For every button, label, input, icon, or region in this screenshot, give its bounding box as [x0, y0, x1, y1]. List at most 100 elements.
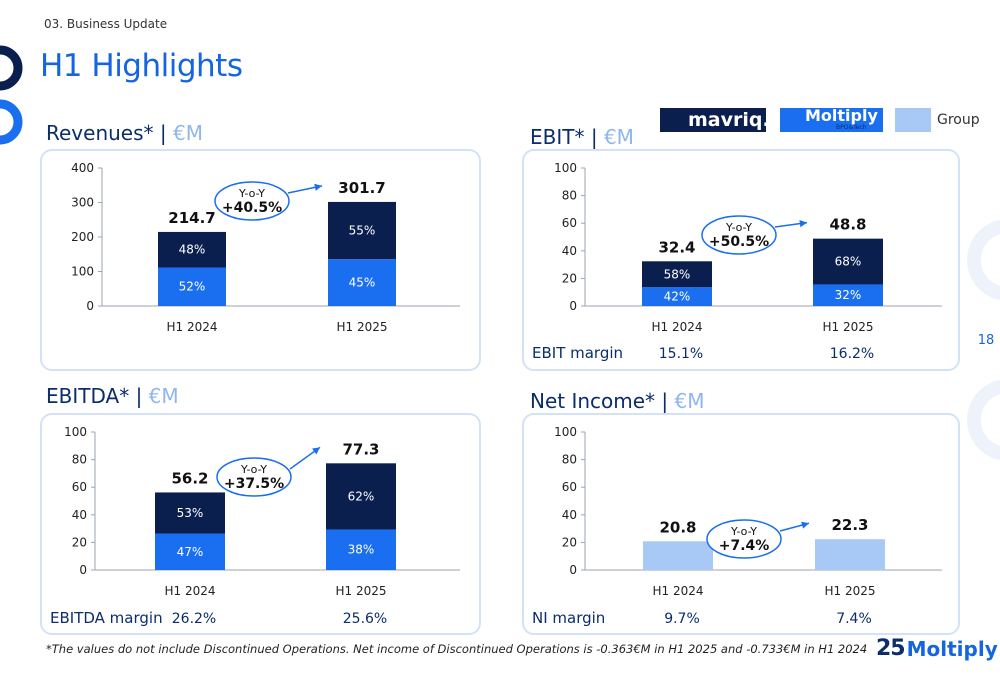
- bar-total-label: 77.3: [342, 440, 379, 458]
- bar-share-label: 47%: [177, 545, 204, 559]
- company-logo: 25 Moltiply: [876, 636, 998, 661]
- ebit-title-text: EBIT*: [530, 125, 585, 149]
- margin-label: EBITDA margin: [50, 609, 163, 627]
- ebit-panel: [522, 149, 960, 371]
- page-title: H1 Highlights: [40, 48, 243, 84]
- y-tick-label: 100: [64, 425, 87, 439]
- bar-segment-moltiply: [326, 529, 396, 570]
- ebitda-title: EBITDA* | €M: [46, 384, 179, 408]
- revenues-title: Revenues* | €M: [46, 121, 203, 145]
- bar-share-label: 32%: [835, 288, 862, 302]
- yoy-value: +7.4%: [719, 538, 770, 554]
- yoy-value: +40.5%: [222, 200, 282, 216]
- y-tick-label: 100: [554, 161, 577, 175]
- bar-segment-group: [815, 539, 885, 570]
- x-category-label: H1 2025: [822, 320, 873, 334]
- bar-segment-moltiply: [813, 284, 883, 306]
- y-tick-label: 60: [72, 480, 87, 494]
- bar-share-label: 62%: [348, 489, 375, 503]
- bar-segment-mavriq: [813, 238, 883, 285]
- y-tick-label: 80: [72, 453, 87, 467]
- y-tick-label: 40: [562, 508, 577, 522]
- bar-segment-mavriq: [328, 201, 396, 260]
- yoy-bubble: [701, 215, 777, 255]
- section-label: 03. Business Update: [44, 17, 168, 31]
- bar-total-label: 301.7: [338, 179, 385, 197]
- x-category-label: H1 2025: [824, 584, 875, 598]
- ebitda-title-text: EBITDA*: [46, 384, 130, 408]
- bar-share-label: 38%: [348, 543, 375, 557]
- bar-total-label: 32.4: [658, 238, 695, 256]
- x-category-label: H1 2025: [336, 320, 387, 334]
- ebitda-chart: 100 80 60 40 20 0 47% 53% 56.2 H1 2024 26.2% 38% 62%…: [50, 425, 460, 627]
- y-tick-label: 80: [562, 453, 577, 467]
- legend-moltiply-sub: BPO&Tech: [836, 124, 867, 131]
- bar-share-label: 42%: [664, 290, 691, 304]
- net-income-chart: 100 80 60 40 20 0 20.8 H1 2024 9.7% 22.3 H1 2025 7.…: [532, 425, 942, 627]
- margin-label: EBIT margin: [532, 344, 623, 362]
- bar-segment-mavriq: [642, 261, 712, 288]
- bar-total-label: 56.2: [171, 469, 208, 487]
- decorative-rings-right: [967, 220, 1000, 461]
- margin-value: 15.1%: [659, 346, 703, 362]
- footnote: *The values do not include Discontinued …: [46, 642, 868, 656]
- bar-share-label: 58%: [664, 267, 691, 281]
- yoy-arrow-head: [801, 521, 809, 529]
- margin-value: 25.6%: [343, 611, 387, 627]
- y-tick-label: 60: [562, 480, 577, 494]
- page-number: 18: [977, 333, 995, 348]
- y-tick-label: 0: [569, 563, 577, 577]
- net-income-title-text: Net Income*: [530, 389, 656, 413]
- bar-total-label: 48.8: [829, 216, 866, 234]
- y-tick-label: 80: [562, 189, 577, 203]
- bar-segment-group: [643, 541, 713, 570]
- legend-group-swatch: [895, 108, 931, 132]
- bar-total-label: 20.8: [659, 518, 696, 536]
- margin-value: 7.4%: [836, 611, 872, 627]
- y-tick-label: 20: [72, 535, 87, 549]
- yoy-label: Y-o-Y: [730, 525, 757, 538]
- ebit-title: EBIT* | €M: [530, 125, 634, 149]
- legend-mavriq-label: mavriq.: [688, 109, 770, 131]
- y-tick-label: 200: [71, 230, 94, 244]
- y-tick-label: 40: [562, 244, 577, 258]
- y-tick-label: 60: [562, 216, 577, 230]
- y-tick-label: 20: [562, 535, 577, 549]
- bar-segment-moltiply: [642, 287, 712, 306]
- ebitda-unit: €M: [148, 384, 179, 408]
- yoy-value: +37.5%: [224, 476, 284, 492]
- logo-number: 25: [876, 636, 906, 661]
- yoy-label: Y-o-Y: [240, 463, 267, 476]
- ebitda-panel: [40, 413, 481, 635]
- margin-value: 16.2%: [830, 346, 874, 362]
- margin-value: 9.7%: [664, 611, 700, 627]
- y-tick-label: 300: [71, 196, 94, 210]
- net-income-unit: €M: [674, 389, 705, 413]
- bar-share-label: 53%: [177, 506, 204, 520]
- y-tick-label: 100: [71, 265, 94, 279]
- bar-segment-mavriq: [326, 463, 396, 530]
- y-tick-label: 100: [554, 425, 577, 439]
- y-tick-label: 0: [79, 563, 87, 577]
- yoy-arrow-head: [312, 447, 320, 455]
- legend-moltiply-label: Moltiply: [805, 106, 878, 125]
- yoy-label: Y-o-Y: [238, 187, 265, 200]
- ebit-chart: 100 80 60 40 20 0 42% 58% 32.4 H1 2024 15.1% 32% 68%…: [532, 161, 942, 362]
- ebit-unit: €M: [603, 125, 634, 149]
- legend: mavriq. Moltiply BPO&Tech Group: [660, 106, 980, 133]
- bar-share-label: 52%: [179, 280, 206, 294]
- bar-segment-moltiply: [155, 533, 225, 570]
- bar-share-label: 68%: [835, 255, 862, 269]
- yoy-value: +50.5%: [709, 234, 769, 250]
- y-tick-label: 400: [71, 161, 94, 175]
- bar-total-label: 22.3: [831, 516, 868, 534]
- yoy-label: Y-o-Y: [725, 221, 752, 234]
- bar-segment-moltiply: [158, 267, 226, 306]
- bar-share-label: 48%: [179, 243, 206, 257]
- yoy-bubble: [216, 457, 292, 497]
- yoy-bubble: [214, 181, 290, 221]
- x-category-label: H1 2024: [164, 584, 215, 598]
- y-tick-label: 40: [72, 508, 87, 522]
- x-category-label: H1 2024: [652, 584, 703, 598]
- legend-moltiply: Moltiply BPO&Tech: [780, 106, 883, 132]
